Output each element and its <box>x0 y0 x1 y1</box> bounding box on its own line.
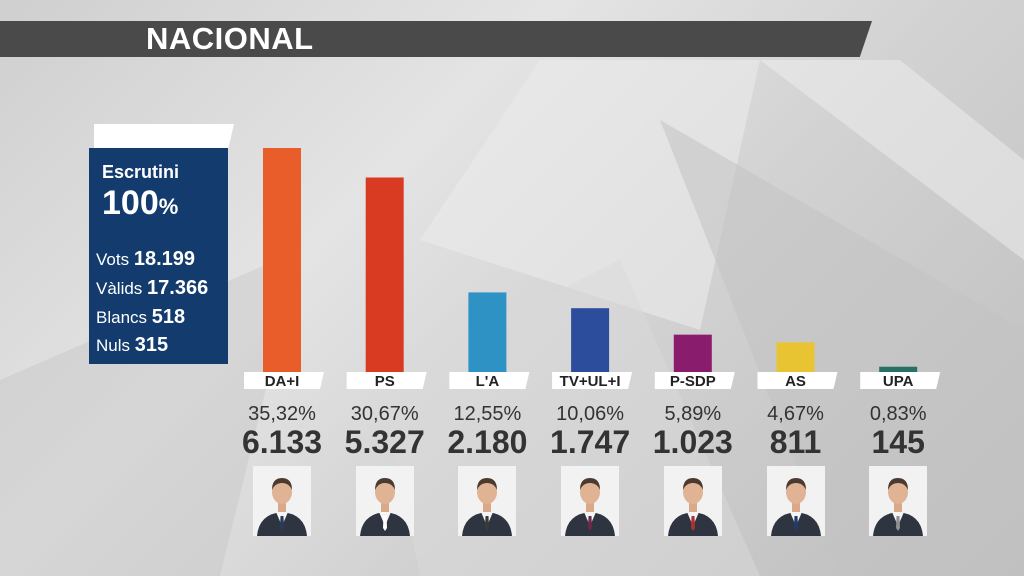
escrutini-number: 100 <box>102 184 159 222</box>
votes-label: 1.023 <box>653 424 733 460</box>
stat-value: 18.199 <box>133 248 195 270</box>
summary-panel: Escrutini 100% Vots 18.199 Vàlids 17.366… <box>89 148 228 364</box>
party-label-tab <box>244 372 324 389</box>
category-label: TV+UL+I <box>560 373 621 390</box>
candidate-photo-icon <box>766 466 825 536</box>
candidate-photo-icon <box>253 466 311 536</box>
candidate-photo-icon <box>355 466 414 536</box>
party-label-tab <box>860 372 941 389</box>
escrutini-value: 100% <box>102 184 178 223</box>
stat-nuls: Nuls 315 <box>96 334 168 357</box>
candidate-photo-icon <box>458 466 517 536</box>
percent-label: 35,32% <box>248 403 316 425</box>
stat-label: Nuls <box>96 336 131 355</box>
stat-label: Blancs <box>96 308 148 327</box>
party-label-tab <box>757 372 838 389</box>
party-label-tab <box>449 372 530 389</box>
percent-label: 4,67% <box>767 403 824 425</box>
category-label: DA+I <box>265 373 300 390</box>
party-label-tab <box>552 372 633 389</box>
category-label: L'A <box>476 373 500 390</box>
escrutini-unit: % <box>158 194 179 219</box>
percent-label: 30,67% <box>351 403 419 425</box>
candidate-photo-icon <box>561 466 620 536</box>
stat-value: 518 <box>151 306 186 328</box>
votes-label: 811 <box>770 424 822 460</box>
votes-label: 1.747 <box>550 424 630 460</box>
category-label: P-SDP <box>670 373 716 390</box>
title-bar <box>0 21 872 57</box>
bar-6 <box>879 366 918 372</box>
votes-label: 5.327 <box>345 424 425 460</box>
votes-label: 2.180 <box>447 424 527 460</box>
stat-value: 17.366 <box>147 277 209 299</box>
bar-2 <box>468 292 507 372</box>
category-label: PS <box>375 373 395 390</box>
party-label-tab <box>654 372 735 389</box>
stat-valids: Vàlids 17.366 <box>96 277 208 300</box>
bar-4 <box>673 334 712 372</box>
stat-label: Vàlids <box>96 279 143 298</box>
percent-label: 0,83% <box>870 403 927 425</box>
bar-1 <box>365 177 404 372</box>
candidate-photo-icon <box>663 466 722 536</box>
category-label: UPA <box>883 373 914 390</box>
candidate-photo-icon <box>869 466 928 536</box>
bar-5 <box>776 342 815 372</box>
category-label: AS <box>785 373 806 390</box>
bar-3 <box>571 308 610 372</box>
percent-label: 10,06% <box>556 403 624 425</box>
page-title: NACIONAL <box>146 21 314 56</box>
bar-0 <box>263 148 301 372</box>
stat-vots: Vots 18.199 <box>96 248 195 271</box>
percent-label: 5,89% <box>664 403 721 425</box>
party-label-tab <box>346 372 427 389</box>
escrutini-label: Escrutini <box>102 162 180 182</box>
stat-blancs: Blancs 518 <box>96 306 185 329</box>
votes-label: 6.133 <box>242 424 322 460</box>
percent-label: 12,55% <box>453 403 521 425</box>
stat-value: 315 <box>134 334 169 356</box>
votes-label: 145 <box>872 424 925 460</box>
summary-tab <box>94 124 234 148</box>
stat-label: Vots <box>96 250 130 269</box>
